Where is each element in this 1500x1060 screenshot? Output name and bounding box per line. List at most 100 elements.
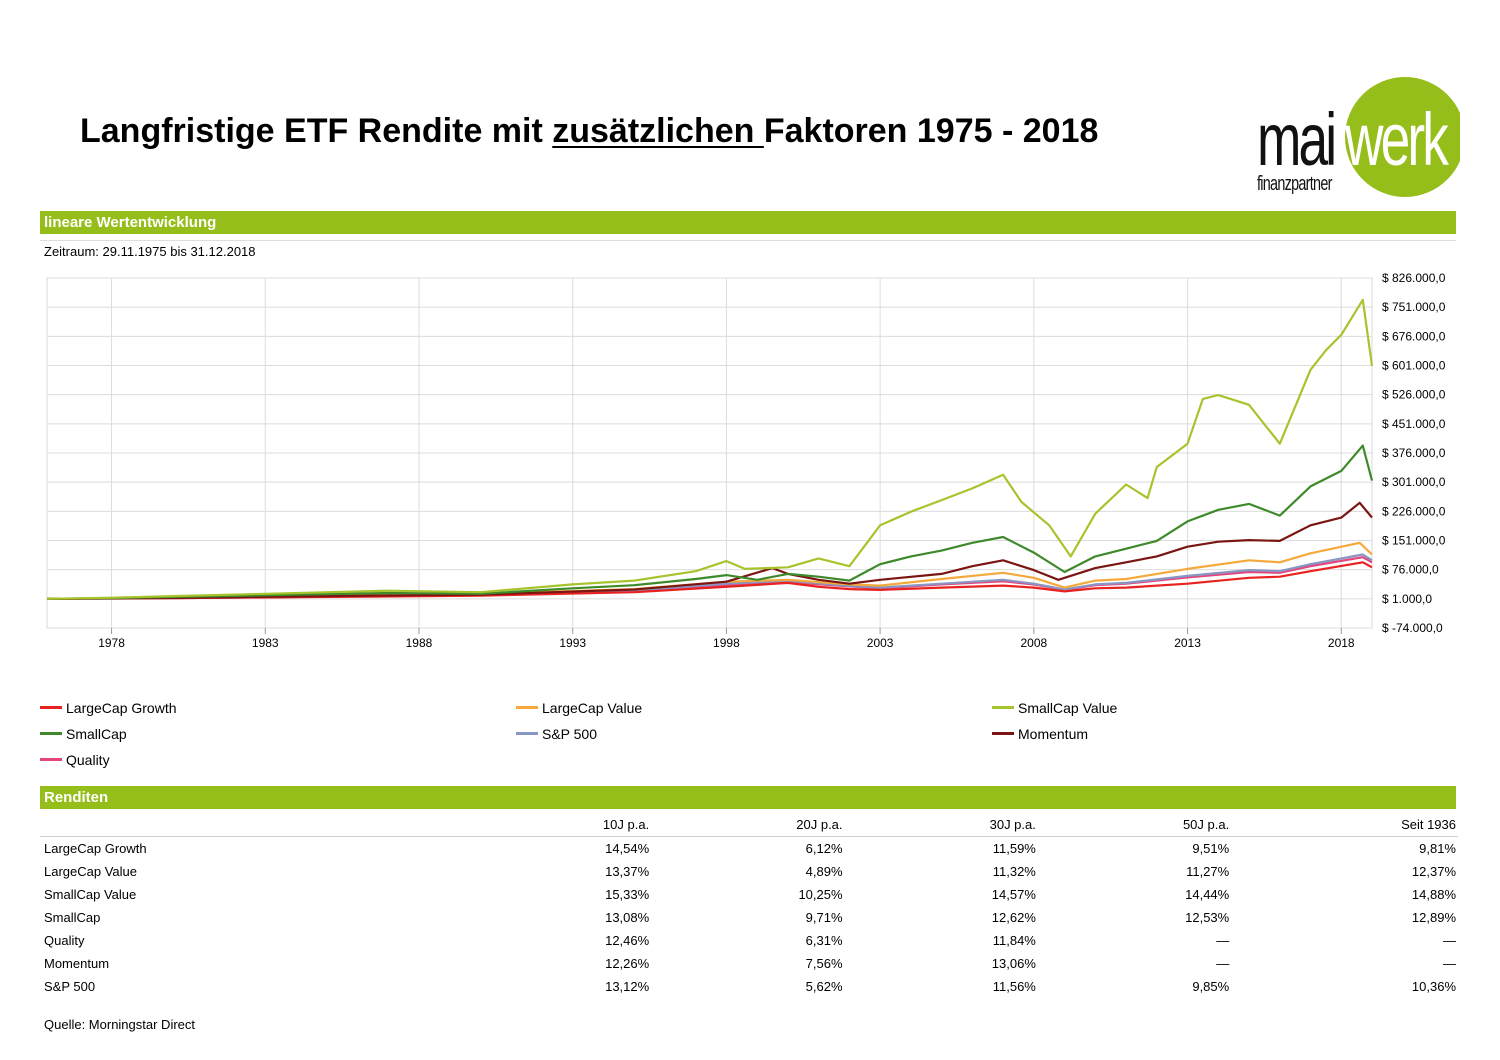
y-tick-label: $ 601.000,0 bbox=[1382, 359, 1446, 373]
legend-swatch bbox=[516, 705, 538, 709]
return-value-cell: 11,32% bbox=[992, 864, 1036, 879]
x-tick-label: 1983 bbox=[252, 636, 279, 650]
row-label-cell: LargeCap Value bbox=[44, 864, 137, 879]
y-tick-label: $ 751.000,0 bbox=[1382, 300, 1446, 314]
return-value-cell: 12,26% bbox=[605, 956, 650, 971]
logo-text-werk: werk bbox=[1345, 98, 1449, 181]
return-value-cell: 11,59% bbox=[992, 841, 1036, 856]
return-value-cell: 14,88% bbox=[1411, 887, 1456, 902]
return-value-cell: — bbox=[1216, 956, 1230, 971]
legend-swatch bbox=[992, 705, 1014, 709]
y-tick-label: $ 376.000,0 bbox=[1382, 446, 1446, 460]
chart-axes: $ 826.000,0 $ 751.000,0 $ 676.000,0 $ 601.0… bbox=[98, 271, 1446, 650]
legend-item-largecap-value: LargeCap Value bbox=[516, 700, 642, 716]
series-line-smallcap bbox=[46, 444, 1374, 600]
legend-item-largecap-growth: LargeCap Growth bbox=[40, 700, 177, 716]
row-label-cell: S&P 500 bbox=[44, 979, 96, 994]
row-label-cell: SmallCap Value bbox=[44, 887, 137, 902]
series-line-smallcap-value bbox=[46, 298, 1374, 600]
chart-grid bbox=[46, 277, 1373, 629]
legend-item-quality: Quality bbox=[40, 752, 110, 768]
legend-swatch bbox=[40, 705, 62, 709]
y-tick-label: $ 526.000,0 bbox=[1382, 388, 1446, 402]
y-tick-label: $ 676.000,0 bbox=[1382, 329, 1446, 343]
y-tick-label: $ 301.000,0 bbox=[1382, 475, 1446, 489]
legend-swatch bbox=[40, 731, 62, 735]
return-value-cell: 6,12% bbox=[805, 841, 843, 856]
legend-swatch bbox=[992, 731, 1014, 735]
x-tick-label: 2013 bbox=[1174, 636, 1201, 650]
title-part-1: Langfristige ETF Rendite mit bbox=[80, 112, 553, 150]
source-note: Quelle: Morningstar Direct bbox=[44, 1017, 195, 1032]
column-header: 10J p.a. bbox=[457, 814, 652, 837]
return-value-cell: 9,85% bbox=[1192, 979, 1230, 994]
x-tick-label: 1993 bbox=[559, 636, 586, 650]
title-part-2: Faktoren 1975 - 2018 bbox=[763, 112, 1099, 150]
y-tick-label: $ 226.000,0 bbox=[1382, 504, 1446, 518]
legend-item-smallcap-value: SmallCap Value bbox=[992, 700, 1117, 716]
return-value-cell: 12,62% bbox=[991, 910, 1036, 925]
x-tick-label: 2018 bbox=[1328, 636, 1355, 650]
return-value-cell: 11,27% bbox=[1186, 864, 1230, 879]
legend-item-smallcap: SmallCap bbox=[40, 726, 127, 742]
return-value-cell: 13,12% bbox=[605, 979, 650, 994]
table-row: SmallCap Value 15,33% 10,25% 14,57% 14,44% 14… bbox=[40, 883, 1458, 906]
column-header: Seit 1936 bbox=[1231, 814, 1458, 837]
legend-label: Quality bbox=[66, 752, 110, 768]
y-tick-label: $ -74.000,0 bbox=[1382, 621, 1443, 635]
company-logo: mai werk finanzpartner bbox=[1255, 75, 1460, 200]
column-header: 20J p.a. bbox=[651, 814, 845, 837]
returns-table: 10J p.a. 20J p.a. 30J p.a. 50J p.a. Seit… bbox=[40, 814, 1458, 998]
logo-text-finanzpartner: finanzpartner bbox=[1257, 173, 1332, 195]
return-value-cell: 4,89% bbox=[805, 864, 843, 879]
series-line-momentum bbox=[46, 501, 1373, 600]
y-tick-label: $ 1.000,0 bbox=[1382, 592, 1432, 606]
return-value-cell: 11,84% bbox=[992, 933, 1036, 948]
return-value-cell: 11,56% bbox=[992, 979, 1036, 994]
x-tick-label: 2003 bbox=[867, 636, 894, 650]
column-header bbox=[40, 814, 458, 837]
x-tick-label: 1978 bbox=[98, 636, 125, 650]
column-header: 30J p.a. bbox=[844, 814, 1038, 837]
return-value-cell: 14,54% bbox=[605, 841, 650, 856]
legend-swatch bbox=[40, 757, 62, 761]
legend-label: Momentum bbox=[1018, 726, 1089, 742]
row-label-cell: SmallCap bbox=[44, 910, 101, 925]
chart-series bbox=[46, 298, 1374, 600]
return-value-cell: 7,56% bbox=[805, 956, 843, 971]
return-value-cell: 9,81% bbox=[1419, 841, 1456, 856]
section-divider bbox=[40, 240, 1456, 241]
x-tick-label: 1998 bbox=[713, 636, 740, 650]
table-row: Momentum 12,26% 7,56% 13,06% — — bbox=[40, 952, 1458, 975]
legend-swatch bbox=[516, 731, 538, 735]
return-value-cell: — bbox=[1443, 933, 1456, 948]
table-row: Quality 12,46% 6,31% 11,84% — — bbox=[40, 929, 1458, 952]
logo-green-circle bbox=[1345, 77, 1460, 197]
section-header-returns: Renditen bbox=[40, 786, 1456, 809]
return-value-cell: 14,44% bbox=[1185, 887, 1230, 902]
y-tick-label: $ 826.000,0 bbox=[1382, 271, 1446, 285]
y-tick-label: $ 76.000,0 bbox=[1382, 563, 1439, 577]
series-line-largecap-growth bbox=[46, 561, 1373, 600]
return-value-cell: 12,46% bbox=[605, 933, 650, 948]
return-value-cell: 13,06% bbox=[991, 956, 1036, 971]
table-header-row: 10J p.a. 20J p.a. 30J p.a. 50J p.a. Seit… bbox=[40, 814, 1458, 837]
return-value-cell: 10,36% bbox=[1411, 979, 1456, 994]
return-value-cell: 13,37% bbox=[605, 864, 650, 879]
returns-table-body: LargeCap Growth 14,54% 6,12% 11,59% 9,51% 9,8… bbox=[40, 837, 1458, 999]
return-value-cell: 9,51% bbox=[1192, 841, 1230, 856]
row-label-cell: Quality bbox=[44, 933, 85, 948]
return-value-cell: — bbox=[1216, 933, 1230, 948]
legend-item-momentum: Momentum bbox=[992, 726, 1088, 742]
column-header: 50J p.a. bbox=[1037, 814, 1232, 837]
return-value-cell: 9,71% bbox=[805, 910, 843, 925]
return-value-cell: 13,08% bbox=[605, 910, 650, 925]
return-value-cell: 14,57% bbox=[991, 887, 1036, 902]
period-label: Zeitraum: 29.11.1975 bis 31.12.2018 bbox=[44, 244, 256, 259]
logo-text-mai: mai bbox=[1257, 98, 1337, 181]
legend-label: SmallCap bbox=[66, 726, 127, 742]
performance-line-chart: $ 826.000,0 $ 751.000,0 $ 676.000,0 $ 601.0… bbox=[46, 271, 1446, 650]
return-value-cell: 5,62% bbox=[805, 979, 843, 994]
x-tick-label: 1988 bbox=[406, 636, 433, 650]
table-row: LargeCap Growth 14,54% 6,12% 11,59% 9,51% 9,8… bbox=[40, 837, 1458, 861]
